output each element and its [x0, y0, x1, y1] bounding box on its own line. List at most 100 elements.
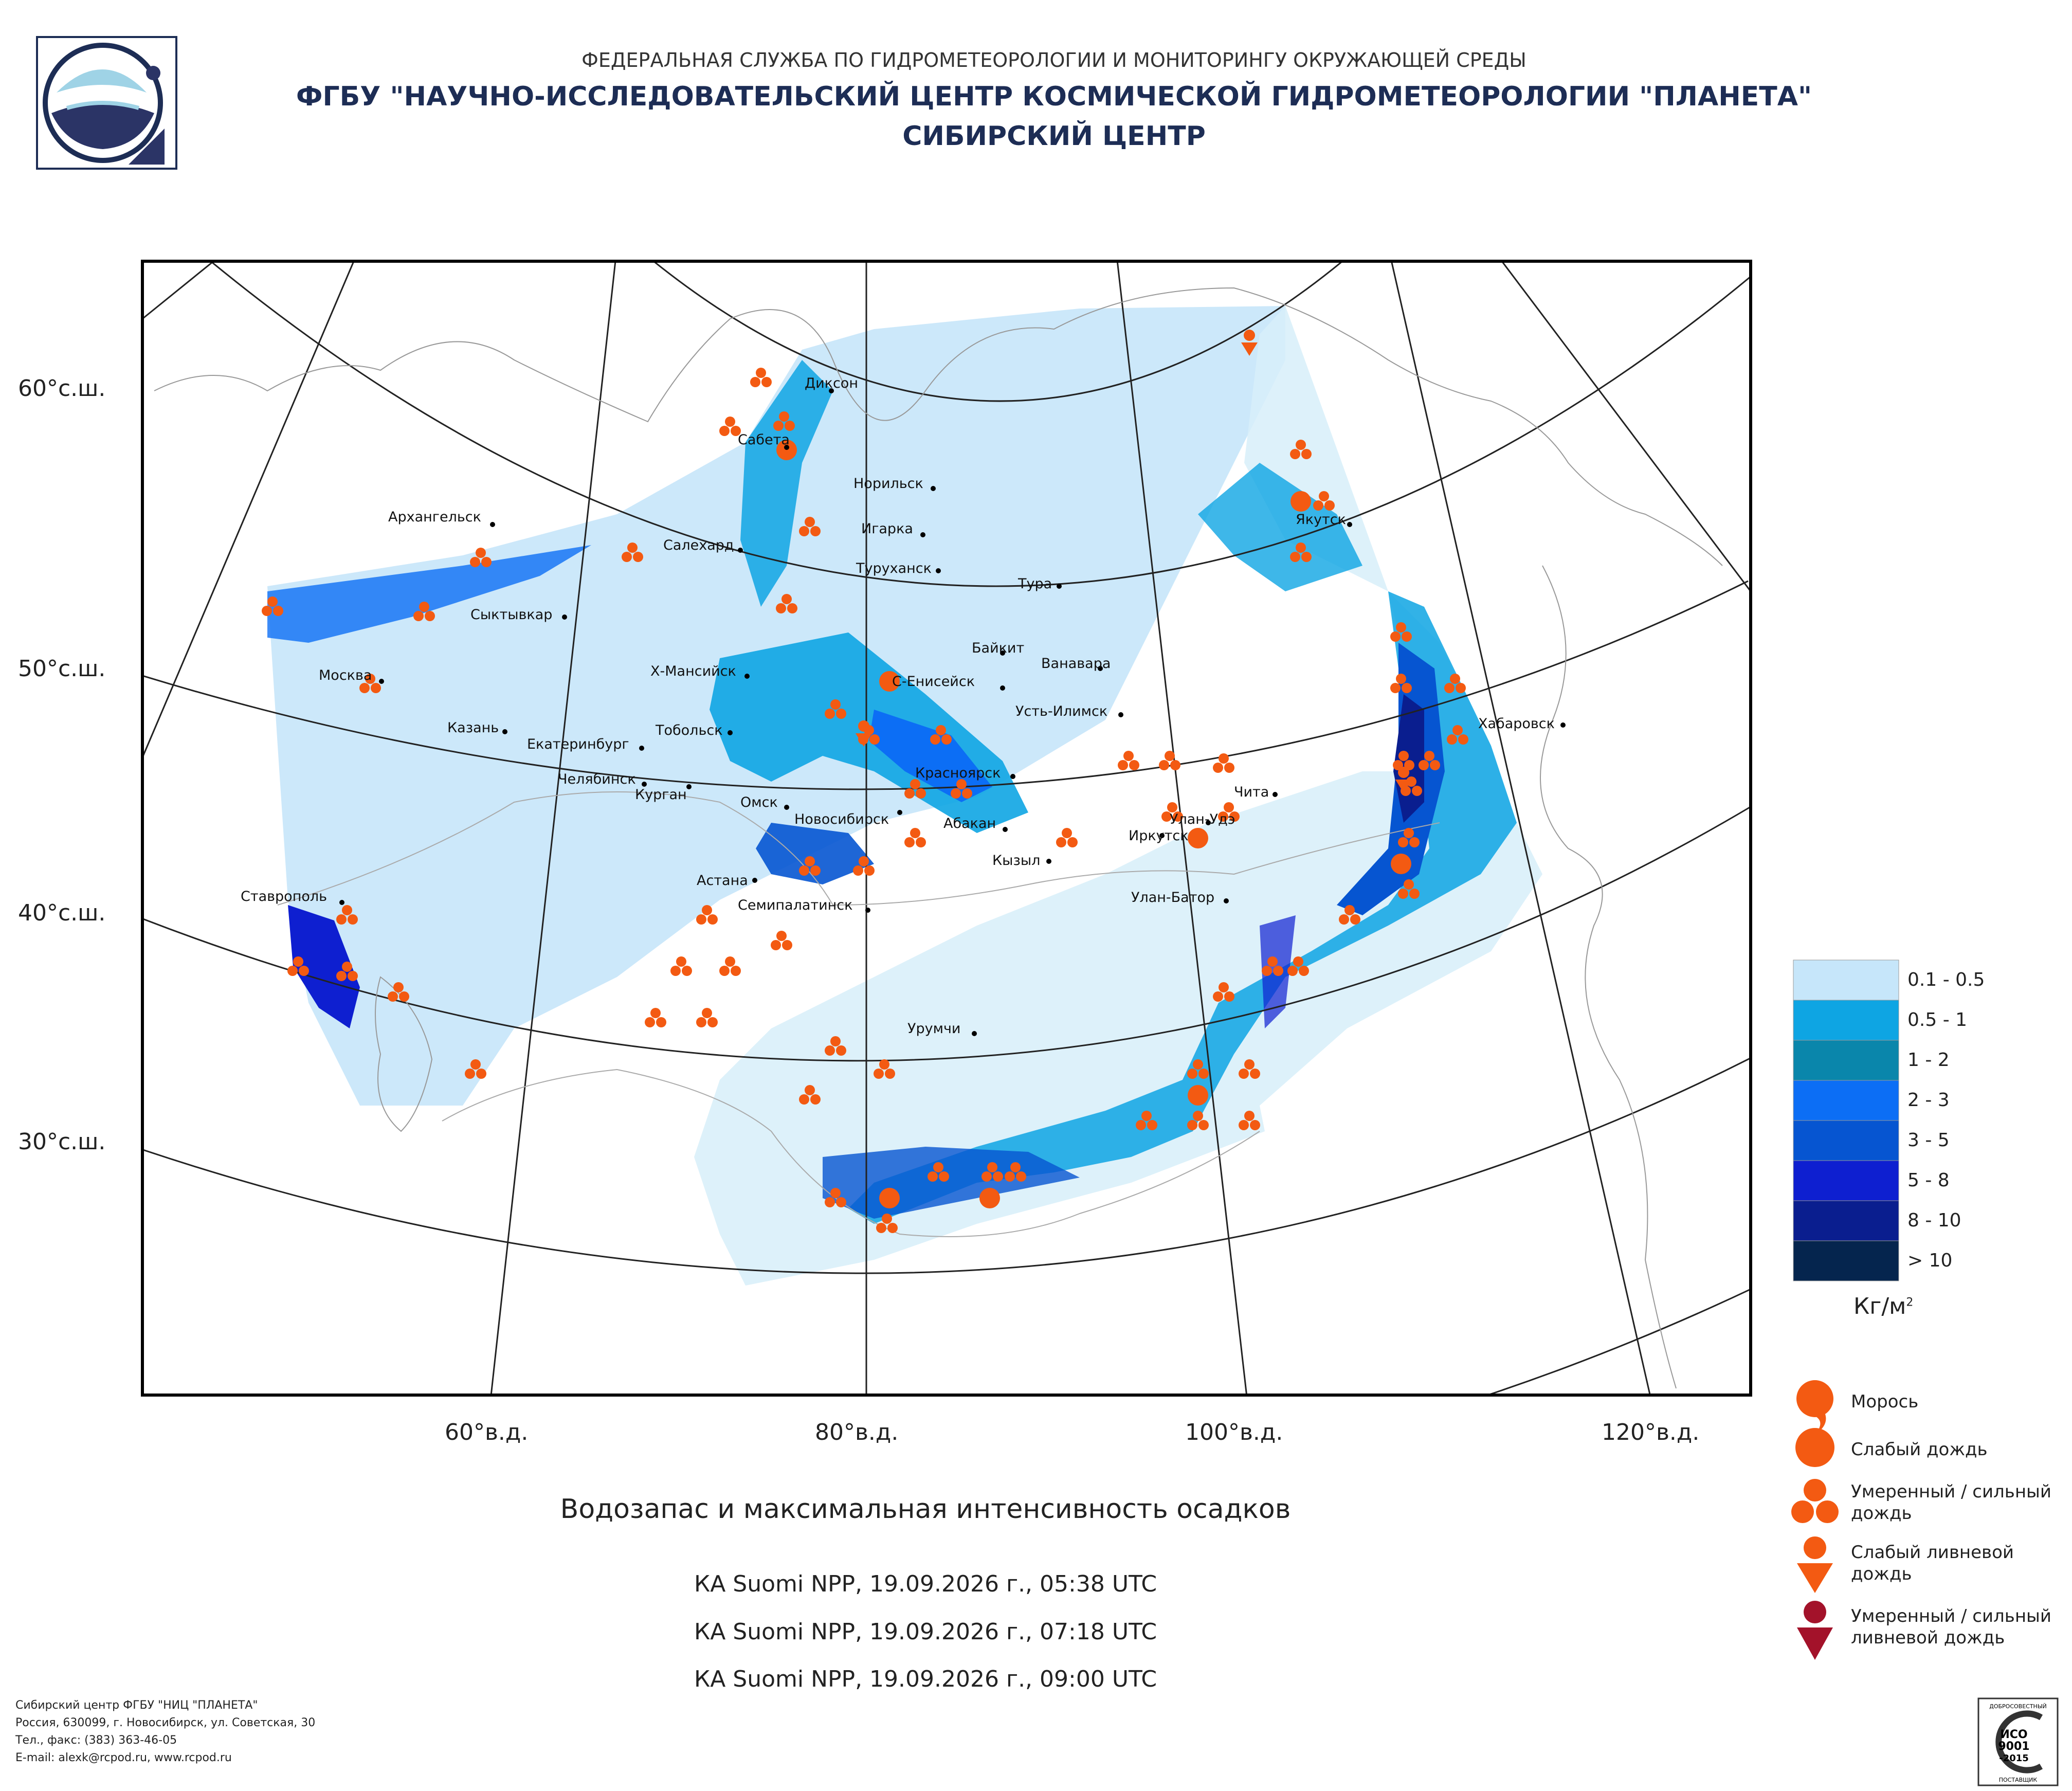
heavy-rain-symbol [1213, 753, 1234, 773]
light-rain-symbol [979, 1188, 1000, 1208]
city-label: Урумчи [907, 1021, 961, 1037]
meridian-120 [1390, 261, 1651, 1395]
legend-box-3 [1793, 1080, 1899, 1121]
iso-l3: -2015 [1999, 1753, 2029, 1764]
heavy-rain-symbol [470, 548, 492, 567]
heavy-rain-symbol [776, 594, 797, 613]
heavy-rain-symbol [670, 956, 692, 976]
city-label: Абакан [943, 816, 996, 831]
symbol-label-drizzle: Морось [1851, 1391, 1919, 1412]
heavy-rain-symbol [750, 368, 772, 387]
city-label: С-Енисейск [892, 674, 975, 690]
heavy-rain-symbol [1398, 828, 1420, 847]
heavy-rain-symbol [825, 1188, 846, 1207]
planeta-logo [36, 36, 177, 170]
city-dot [562, 614, 567, 620]
heavy-rain-symbol [1239, 1111, 1260, 1130]
light-rain-symbol [879, 1188, 900, 1208]
iso-l2: 9001 [1998, 1740, 2029, 1753]
city-label: Чита [1234, 784, 1269, 800]
city-dot [931, 486, 936, 491]
drizzle-icon [1796, 1380, 1833, 1435]
parallel-70 [652, 261, 1344, 402]
heavy-rain-icon [1791, 1479, 1839, 1523]
iso-top-text: ДОБРОСОВЕСТНЫЙ [1989, 1703, 2047, 1710]
city-label: Тобольск [656, 722, 723, 738]
city-label: Кызыл [992, 853, 1041, 869]
footer-address: Россия, 630099, г. Новосибирск, ул. Сове… [15, 1716, 316, 1729]
light-shower-symbol [1241, 330, 1258, 356]
meridian-60 [490, 261, 616, 1395]
footer-email: E-mail: alexk@rcpod.ru, www.rcpod.ru [15, 1751, 232, 1764]
city-dot [1224, 898, 1229, 903]
heavy-rain-symbol [825, 699, 846, 719]
heavy-rain-symbol [696, 905, 718, 925]
iso-bottom-text: ПОСТАВЩИК [1999, 1777, 2038, 1783]
city-dot [920, 532, 925, 537]
heavy-rain-symbol [1313, 491, 1335, 511]
map-title: Водозапас и максимальная интенсивность о… [560, 1494, 1291, 1525]
coastline-caspian [375, 976, 433, 1132]
city-label: Игарка [861, 521, 913, 537]
heavy-rain-symbol [982, 1162, 1003, 1182]
legend-box-1 [1793, 1000, 1899, 1041]
symbol-label-heavy-shower: Умеренный / сильный ливневой дождь [1851, 1606, 2051, 1648]
symbol-label-light-rain: Слабый дождь [1851, 1439, 1988, 1460]
lon-label-120: 120°в.д. [1602, 1419, 1700, 1445]
heavy-rain-symbol [719, 956, 741, 976]
heavy-rain-symbol [1187, 1111, 1209, 1130]
heavy-rain-symbol [876, 1214, 898, 1233]
lat-label-30: 30°с.ш. [18, 1129, 106, 1155]
heavy-rain-symbol [1005, 1162, 1026, 1182]
meridian-140 [1501, 261, 1751, 592]
city-dot [642, 782, 647, 787]
city-label: Ставрополь [241, 889, 328, 904]
city-dot [1010, 774, 1015, 779]
heavy-rain-symbol [262, 596, 283, 616]
legend-label: 0.1 - 0.5 [1907, 969, 1985, 990]
city-label: Астана [697, 873, 748, 889]
heavy-rain-symbol [799, 517, 821, 536]
legend-colorbar [1793, 960, 1899, 1281]
heavy-rain-symbol [1290, 542, 1312, 562]
city-label: Челябинск [558, 771, 636, 787]
legend-label: 0.5 - 1 [1907, 1009, 1968, 1030]
footer-phone: Тел., факс: (383) 363-46-05 [15, 1734, 177, 1747]
swath-core-east2 [1393, 694, 1424, 823]
parallel-20 [1485, 1288, 1751, 1395]
city-dot [728, 730, 733, 735]
legend-box-0 [1793, 960, 1899, 1001]
city-dot [752, 878, 757, 883]
heavy-rain-symbol [1118, 751, 1139, 770]
meridian-20 [142, 261, 215, 320]
legend-label: 2 - 3 [1907, 1090, 1950, 1111]
heavy-rain-symbol [336, 905, 358, 925]
city-label: Диксон [805, 375, 858, 391]
light-shower-symbol [1395, 767, 1412, 793]
city-label: Улан-Удэ [1170, 811, 1235, 827]
legend-box-7 [1793, 1240, 1899, 1281]
city-dot [1347, 522, 1352, 527]
light-rain-icon [1795, 1428, 1834, 1467]
heavy-rain-symbol [858, 725, 880, 745]
meridian-40 [142, 261, 355, 759]
city-label: Москва [319, 667, 372, 683]
city-label: Ванавара [1041, 656, 1111, 672]
city-label: Салехард [663, 537, 734, 553]
parallel-30 [142, 1057, 1751, 1274]
heavy-rain-symbol [799, 1085, 821, 1105]
heavy-rain-symbol [1419, 751, 1440, 770]
lat-label-60: 60°с.ш. [18, 375, 106, 402]
light-rain-symbol [1188, 828, 1208, 848]
satellite-swath-east [694, 306, 1542, 1286]
lon-label-60: 60°в.д. [445, 1419, 529, 1445]
city-dot [490, 522, 495, 527]
city-label: Норильск [853, 476, 923, 492]
light-rain-symbol [1188, 1085, 1208, 1106]
legend-units: Кг/м2 [1853, 1293, 1914, 1319]
heavy-rain-symbol [928, 1162, 949, 1182]
city-label: Казань [447, 720, 499, 736]
city-dot [379, 679, 384, 684]
city-dot [1560, 722, 1566, 728]
lat-label-40: 40°с.ш. [18, 900, 106, 926]
